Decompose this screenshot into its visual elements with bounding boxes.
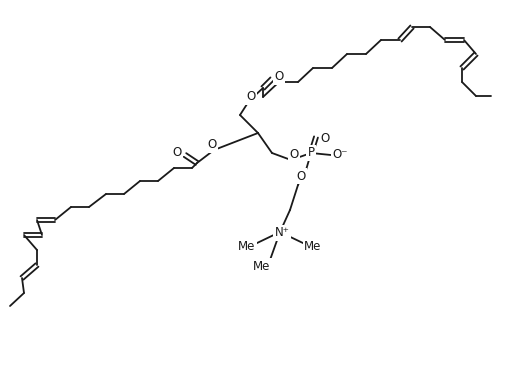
Text: O: O <box>290 148 299 162</box>
Text: O: O <box>320 132 330 145</box>
Text: O: O <box>274 70 284 83</box>
Text: O: O <box>246 90 256 103</box>
Text: O: O <box>207 138 217 152</box>
Text: O: O <box>296 169 305 183</box>
Text: O: O <box>173 146 182 159</box>
Text: N⁺: N⁺ <box>274 227 290 239</box>
Text: Me: Me <box>238 241 256 254</box>
Text: Me: Me <box>304 241 322 254</box>
Text: Me: Me <box>253 259 271 272</box>
Text: P: P <box>307 146 315 159</box>
Text: O⁻: O⁻ <box>332 148 348 162</box>
